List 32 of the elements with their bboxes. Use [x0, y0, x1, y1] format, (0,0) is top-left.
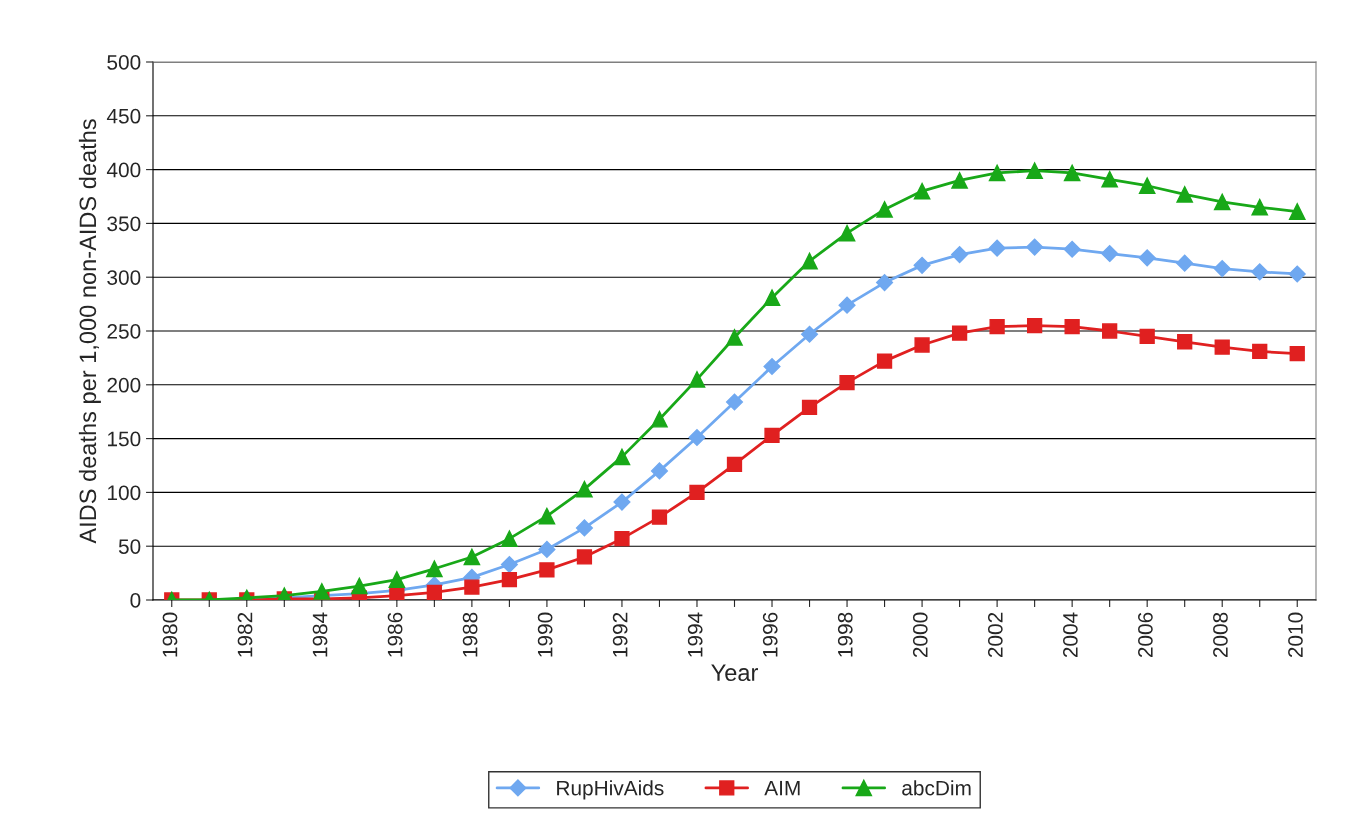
x-axis-title: Year: [711, 664, 758, 682]
x-tick-label: 1998: [837, 612, 853, 657]
x-tick-label: 1984: [312, 612, 328, 657]
y-tick-label: 100: [108, 485, 141, 501]
y-tick-label: 150: [108, 431, 141, 447]
y-tick-label: 0: [130, 593, 141, 608]
x-tick-label: 1992: [612, 612, 628, 657]
y-tick-label: 250: [107, 324, 141, 339]
y-tick-label: 400: [106, 162, 141, 178]
legend-label: abcDim: [902, 780, 971, 796]
legend-label: RupHivAids: [557, 780, 664, 800]
y-tick-label: 500: [107, 55, 141, 70]
y-tick-label: 200: [107, 377, 141, 393]
x-tick-label: 1996: [762, 612, 778, 657]
x-tick-label: 1994: [687, 612, 703, 657]
y-tick-label: 350: [107, 216, 141, 232]
x-tick-label: 1982: [237, 612, 253, 657]
x-tick-label: 1990: [537, 612, 553, 657]
y-tick-label: 300: [107, 270, 141, 285]
legend-label: AIM: [764, 780, 800, 796]
x-tick-label: 1988: [462, 612, 478, 657]
x-tick-label: 2010: [1288, 612, 1303, 658]
x-tick-label: 2000: [912, 612, 928, 658]
y-axis-title: AIDS deaths per 1,000 non-AIDS deaths: [78, 119, 101, 544]
x-tick-label: 1986: [387, 612, 403, 657]
y-tick-label: 450: [106, 108, 141, 124]
y-tick-label: 50: [118, 539, 141, 554]
x-tick-label: 2006: [1138, 612, 1153, 658]
x-tick-label: 1980: [162, 612, 178, 657]
x-tick-label: 2004: [1062, 612, 1078, 658]
x-tick-label: 2008: [1213, 612, 1228, 658]
x-tick-label: 2002: [987, 612, 1003, 658]
